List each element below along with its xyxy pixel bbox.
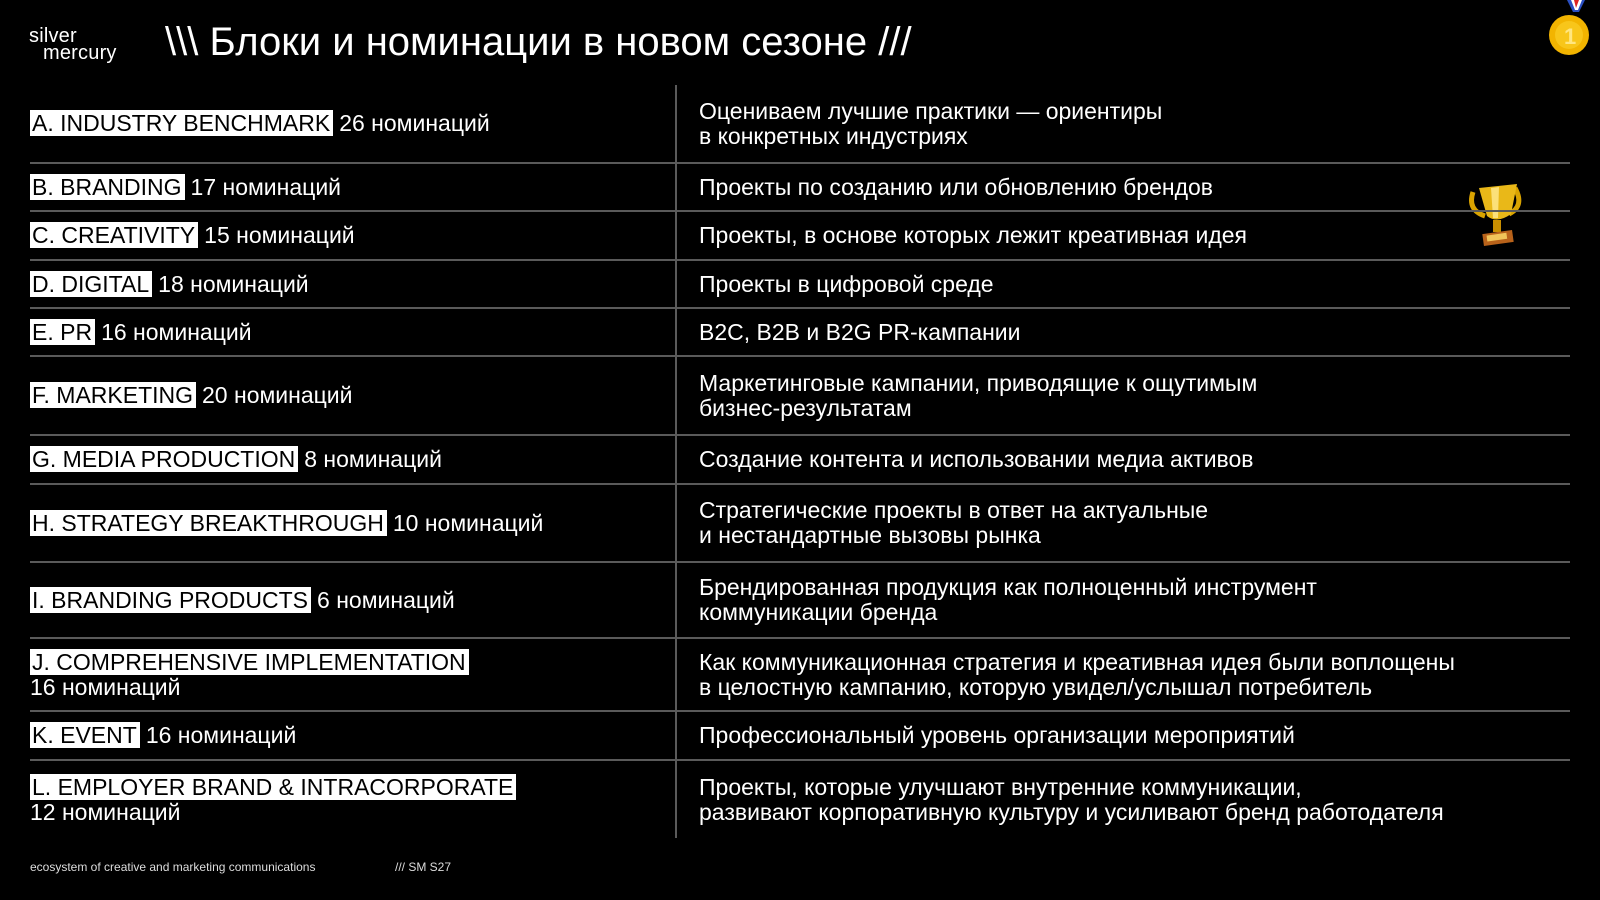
nomination-count: 20 номинаций — [202, 382, 353, 408]
logo-line1: silver — [29, 25, 77, 47]
block-description: Стратегические проекты в ответ на актуал… — [676, 484, 1570, 563]
footer-code: /// SM S27 — [395, 860, 452, 874]
block-description: B2C, B2B и B2G PR-кампании — [676, 308, 1570, 357]
nomination-row: G. MEDIA PRODUCTION 8 номинаций Создание к… — [30, 435, 1570, 485]
block-cell: L. EMPLOYER BRAND & INTRACORPORATE 12 ном… — [30, 760, 677, 838]
nomination-count: 16 номинаций — [101, 318, 252, 345]
first-place-medal-icon: 1 — [1549, 0, 1589, 55]
block-tag: C. CREATIVITY — [30, 222, 199, 248]
nomination-row: A. INDUSTRY BENCHMARK 26 номинаций Оценива… — [30, 85, 1570, 164]
block-description: Создание контента и использовании медиа … — [676, 435, 1570, 485]
nomination-count: 10 номинаций — [392, 509, 544, 536]
nomination-count: 8 номинаций — [304, 446, 442, 472]
block-description: Как коммуникационная стратегия и креатив… — [676, 638, 1570, 712]
block-tag: K. EVENT — [30, 722, 140, 748]
page-title: \\\ Блоки и номинации в новом сезоне /// — [165, 20, 912, 64]
block-tag: J. COMPREHENSIVE IMPLEMENTATION — [30, 648, 469, 675]
nomination-count: 16 номинаций — [145, 722, 297, 748]
nomination-row: D. DIGITAL 18 номинаций Проекты в цифровой… — [30, 260, 1570, 309]
nomination-row: H. STRATEGY BREAKTHROUGH 10 номинаций Стра… — [30, 484, 1570, 563]
block-tag: B. BRANDING — [30, 173, 185, 200]
block-description: Проекты, в основе которых лежит креативн… — [676, 211, 1570, 261]
block-cell: H. STRATEGY BREAKTHROUGH 10 номинаций — [30, 484, 677, 563]
nomination-row: L. EMPLOYER BRAND & INTRACORPORATE 12 ном… — [30, 760, 1570, 838]
block-cell: I. BRANDING PRODUCTS 6 номинаций — [30, 562, 677, 639]
block-description: Оцениваем лучшие практики — ориентиры в … — [676, 85, 1570, 164]
nomination-count: 16 номинаций — [30, 673, 181, 700]
block-tag: A. INDUSTRY BENCHMARK — [30, 110, 334, 136]
block-cell: J. COMPREHENSIVE IMPLEMENTATION 16 номина… — [30, 638, 677, 712]
nomination-count: 17 номинаций — [190, 173, 342, 200]
block-tag: I. BRANDING PRODUCTS — [30, 586, 312, 613]
block-description: Проекты, которые улучшают внутренние ком… — [699, 773, 1444, 825]
block-tag: F. MARKETING — [30, 382, 197, 408]
block-tag: G. MEDIA PRODUCTION — [30, 446, 299, 472]
block-tag: E. PR — [30, 318, 96, 345]
block-description: Проекты по созданию или обновлению бренд… — [676, 163, 1570, 212]
block-tag: L. EMPLOYER BRAND & INTRACORPORATE — [30, 773, 517, 800]
block-cell: C. CREATIVITY 15 номинаций — [30, 211, 677, 261]
nomination-count: 12 номинаций — [30, 798, 181, 825]
nomination-row: F. MARKETING 20 номинаций Маркетинговые ка… — [30, 356, 1570, 436]
nomination-row: K. EVENT 16 номинаций Профессиональный уро… — [30, 711, 1570, 761]
block-cell: F. MARKETING 20 номинаций — [30, 356, 677, 436]
block-description: Маркетинговые кампании, приводящие к ощу… — [676, 356, 1570, 436]
nomination-row: C. CREATIVITY 15 номинаций Проекты, в осно… — [30, 211, 1570, 261]
nomination-count: 26 номинаций — [339, 110, 490, 136]
nomination-row: J. COMPREHENSIVE IMPLEMENTATION 16 номина… — [30, 638, 1570, 712]
footer-tagline: ecosystem of creative and marketing comm… — [30, 860, 316, 874]
block-cell: B. BRANDING 17 номинаций — [30, 163, 677, 212]
block-tag: D. DIGITAL — [30, 270, 153, 297]
block-cell: D. DIGITAL 18 номинаций — [30, 260, 677, 309]
block-cell: G. MEDIA PRODUCTION 8 номинаций — [30, 435, 677, 485]
nomination-count: 6 номинаций — [317, 586, 455, 613]
nomination-row: B. BRANDING 17 номинаций Проекты по создан… — [30, 163, 1570, 212]
svg-text:1: 1 — [1564, 24, 1576, 49]
silver-mercury-logo: silver mercury — [29, 25, 117, 64]
block-cell: K. EVENT 16 номинаций — [30, 711, 677, 761]
nomination-row: I. BRANDING PRODUCTS 6 номинаций Брендиров… — [30, 562, 1570, 639]
block-description: Брендированная продукция как полноценный… — [676, 562, 1570, 639]
block-description: Профессиональный уровень организации мер… — [676, 711, 1570, 761]
nominations-table: A. INDUSTRY BENCHMARK 26 номинаций Оценива… — [30, 85, 1570, 838]
nomination-count: 18 номинаций — [158, 270, 309, 297]
block-cell: A. INDUSTRY BENCHMARK 26 номинаций — [30, 85, 677, 164]
block-tag: H. STRATEGY BREAKTHROUGH — [30, 509, 387, 536]
nomination-row: E. PR 16 номинаций B2C, B2B и B2G PR-кампа… — [30, 308, 1570, 357]
logo-line2: mercury — [43, 42, 117, 64]
block-cell: E. PR 16 номинаций — [30, 308, 677, 357]
nomination-count: 15 номинаций — [204, 222, 355, 248]
block-description: Проекты в цифровой среде — [676, 260, 1570, 309]
